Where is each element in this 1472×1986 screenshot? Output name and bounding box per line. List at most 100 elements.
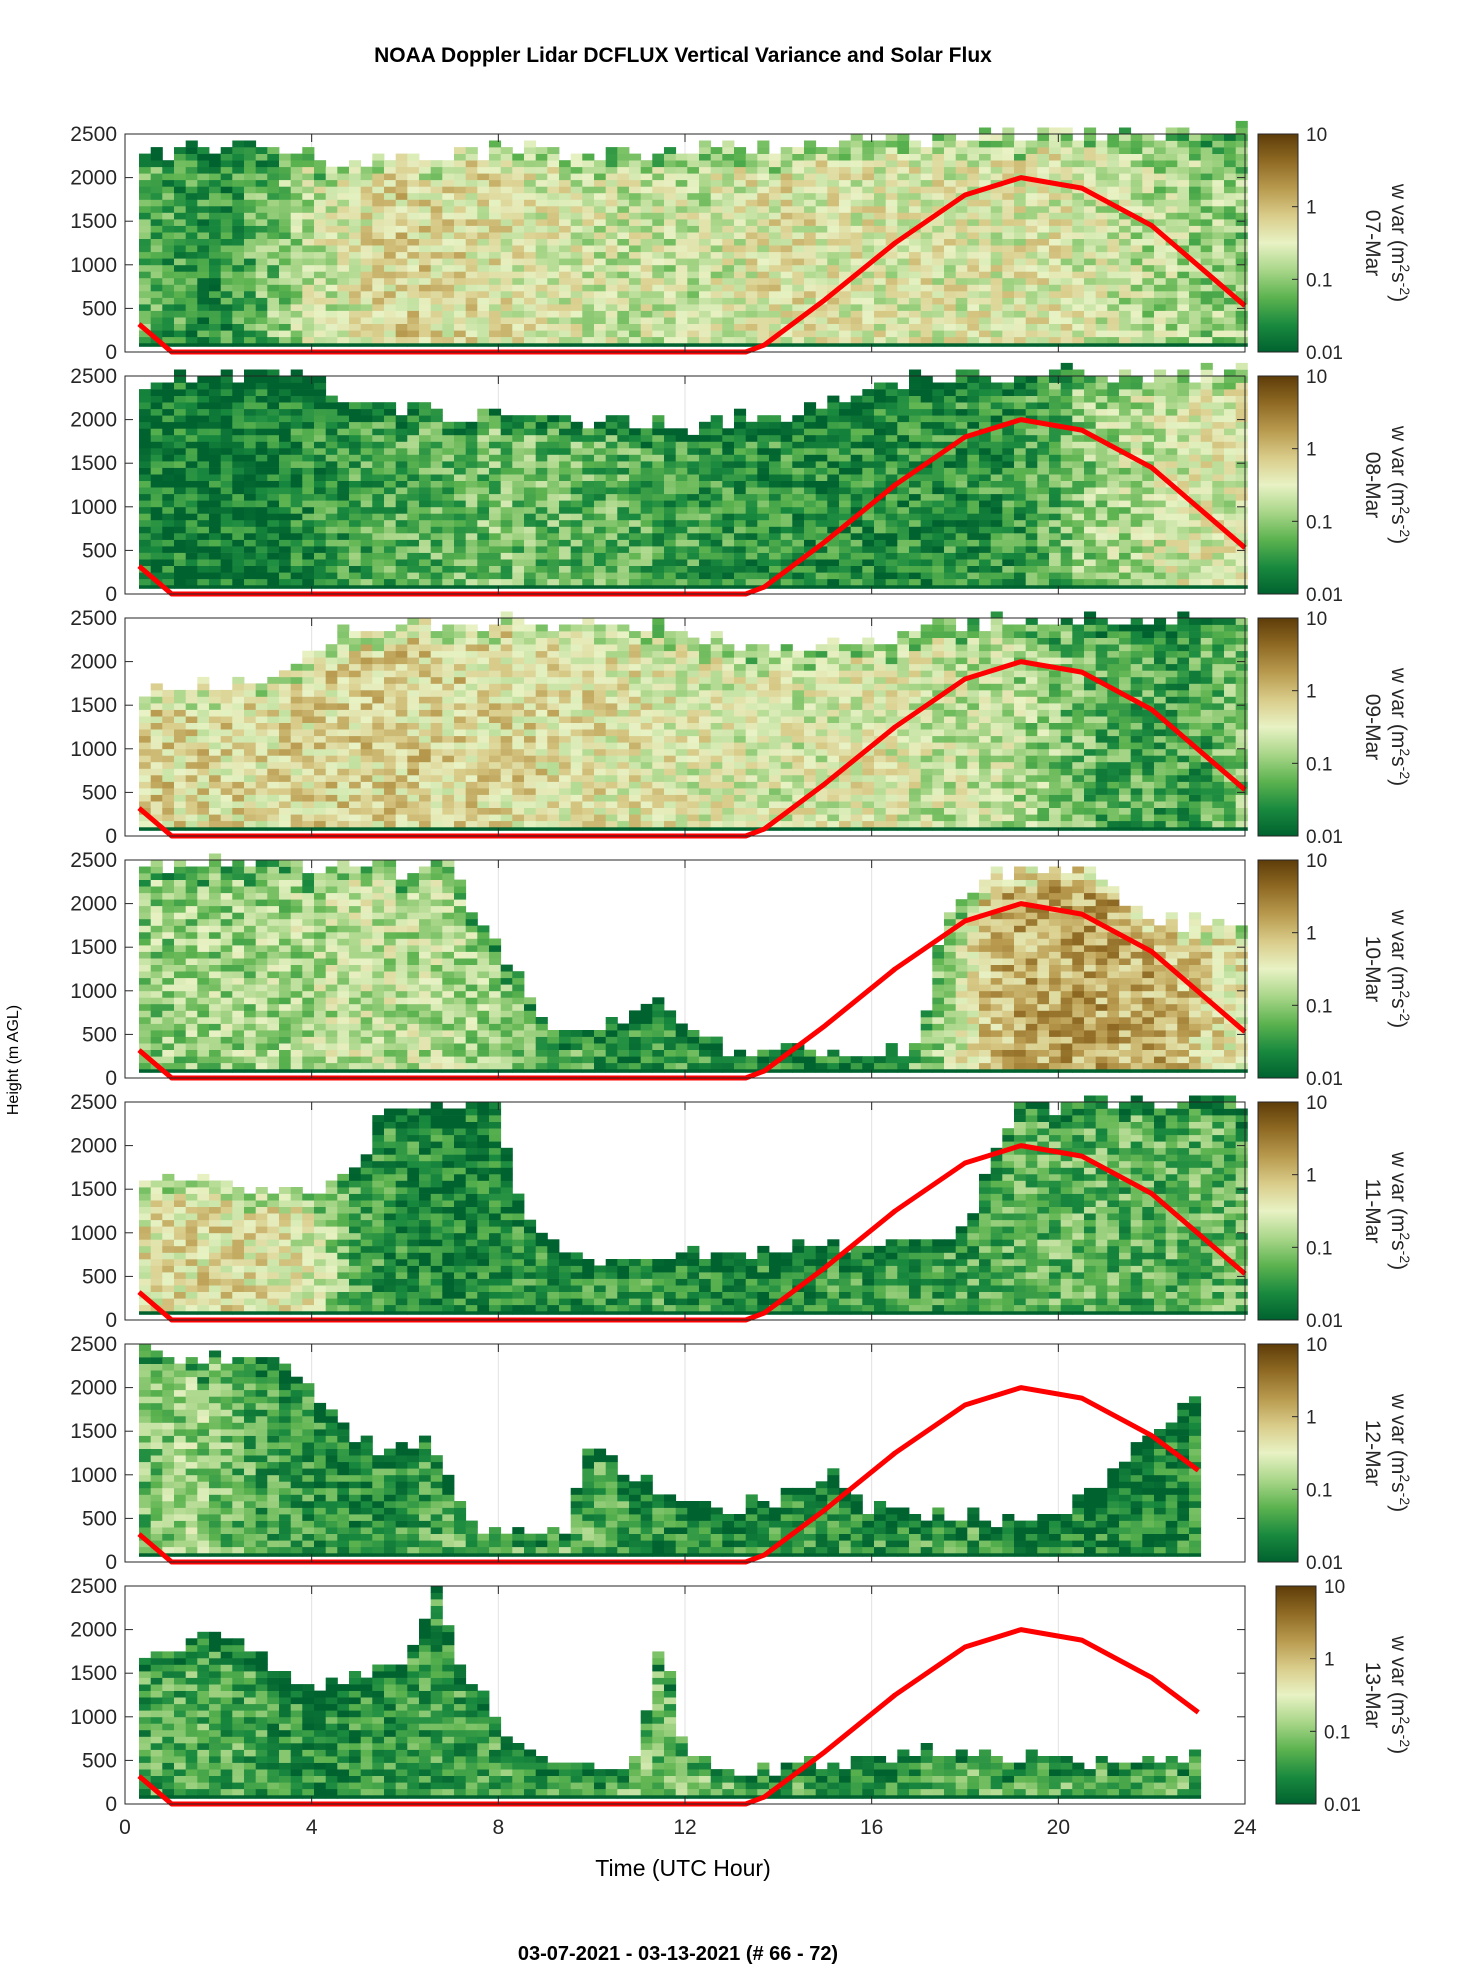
heatmap-cell xyxy=(687,448,699,455)
heatmap-cell xyxy=(851,298,863,305)
heatmap-cell xyxy=(781,546,793,553)
heatmap-cell xyxy=(267,226,279,233)
heatmap-cell xyxy=(256,585,268,589)
heatmap-cell xyxy=(512,160,524,167)
heatmap-cell xyxy=(442,448,454,455)
heatmap-cell xyxy=(932,173,944,180)
heatmap-cell xyxy=(956,173,968,180)
heatmap-cell xyxy=(197,226,209,233)
heatmap-cell xyxy=(1084,330,1096,337)
heatmap-cell xyxy=(209,409,221,416)
heatmap-cell xyxy=(466,513,478,520)
heatmap-cell xyxy=(757,147,769,154)
heatmap-cell xyxy=(757,507,769,514)
heatmap-cell xyxy=(1224,239,1236,246)
heatmap-cell xyxy=(1014,337,1026,344)
heatmap-cell xyxy=(232,481,244,488)
heatmap-cell xyxy=(1154,219,1166,226)
heatmap-cell xyxy=(816,160,828,167)
heatmap-cell xyxy=(1236,134,1248,141)
heatmap-cell xyxy=(757,298,769,305)
heatmap-cell xyxy=(874,520,886,527)
heatmap-cell xyxy=(162,284,174,291)
heatmap-cell xyxy=(396,278,408,285)
heatmap-cell xyxy=(886,513,898,520)
heatmap-cell xyxy=(279,206,291,213)
heatmap-cell xyxy=(302,278,314,285)
heatmap-cell xyxy=(1061,154,1073,161)
heatmap-cell xyxy=(279,317,291,324)
heatmap-cell xyxy=(361,559,373,566)
heatmap-cell xyxy=(1189,167,1201,174)
heatmap-cell xyxy=(302,546,314,553)
heatmap-cell xyxy=(337,252,349,259)
heatmap-cell xyxy=(874,448,886,455)
heatmap-cell xyxy=(851,455,863,462)
heatmap-cell xyxy=(1236,284,1248,291)
heatmap-cell xyxy=(1212,134,1224,141)
heatmap-cell xyxy=(256,461,268,468)
heatmap-cell xyxy=(711,330,723,337)
heatmap-cell xyxy=(477,553,489,560)
heatmap-cell xyxy=(734,173,746,180)
heatmap-cell xyxy=(699,533,711,540)
heatmap-cell xyxy=(256,487,268,494)
heatmap-cell xyxy=(547,330,559,337)
heatmap-cell xyxy=(512,487,524,494)
heatmap-cell xyxy=(1189,291,1201,298)
heatmap-cell xyxy=(851,252,863,259)
heatmap-cell xyxy=(209,278,221,285)
heatmap-cell xyxy=(571,526,583,533)
heatmap-cell xyxy=(536,415,548,422)
heatmap-cell xyxy=(442,284,454,291)
heatmap-cell xyxy=(524,245,536,252)
heatmap-cell xyxy=(606,337,618,344)
heatmap-cell xyxy=(536,219,548,226)
heatmap-cell xyxy=(489,304,501,311)
heatmap-cell xyxy=(186,186,198,193)
heatmap-cell xyxy=(174,507,186,514)
heatmap-cell xyxy=(664,448,676,455)
heatmap-cell xyxy=(944,271,956,278)
heatmap-cell xyxy=(629,343,641,347)
heatmap-cell xyxy=(466,186,478,193)
heatmap-cell xyxy=(162,324,174,331)
heatmap-cell xyxy=(746,213,758,220)
heatmap-cell xyxy=(221,559,233,566)
heatmap-cell xyxy=(827,258,839,265)
heatmap-cell xyxy=(256,481,268,488)
heatmap-cell xyxy=(232,193,244,200)
heatmap-cell xyxy=(967,278,979,285)
heatmap-cell xyxy=(372,448,384,455)
heatmap-cell xyxy=(769,219,781,226)
heatmap-cell xyxy=(804,206,816,213)
heatmap-cell xyxy=(722,481,734,488)
heatmap-cell xyxy=(162,402,174,409)
heatmap-cell xyxy=(1084,291,1096,298)
heatmap-cell xyxy=(1037,226,1049,233)
heatmap-cell xyxy=(291,278,303,285)
heatmap-cell xyxy=(337,559,349,566)
heatmap-cell xyxy=(1096,245,1108,252)
heatmap-cell xyxy=(232,304,244,311)
heatmap-cell xyxy=(1107,291,1119,298)
heatmap-cell xyxy=(547,494,559,501)
heatmap-cell xyxy=(396,167,408,174)
heatmap-cell xyxy=(291,265,303,272)
heatmap-cell xyxy=(652,474,664,481)
heatmap-cell xyxy=(617,245,629,252)
heatmap-cell xyxy=(536,422,548,429)
heatmap-cell xyxy=(1154,298,1166,305)
heatmap-cell xyxy=(629,441,641,448)
heatmap-cell xyxy=(326,415,338,422)
heatmap-cell xyxy=(477,173,489,180)
heatmap-cell xyxy=(372,245,384,252)
heatmap-cell xyxy=(571,474,583,481)
heatmap-cell xyxy=(407,213,419,220)
heatmap-cell xyxy=(827,448,839,455)
heatmap-cell xyxy=(1014,232,1026,239)
heatmap-cell xyxy=(1119,278,1131,285)
heatmap-cell xyxy=(862,540,874,547)
heatmap-cell xyxy=(396,566,408,573)
heatmap-cell xyxy=(781,311,793,318)
